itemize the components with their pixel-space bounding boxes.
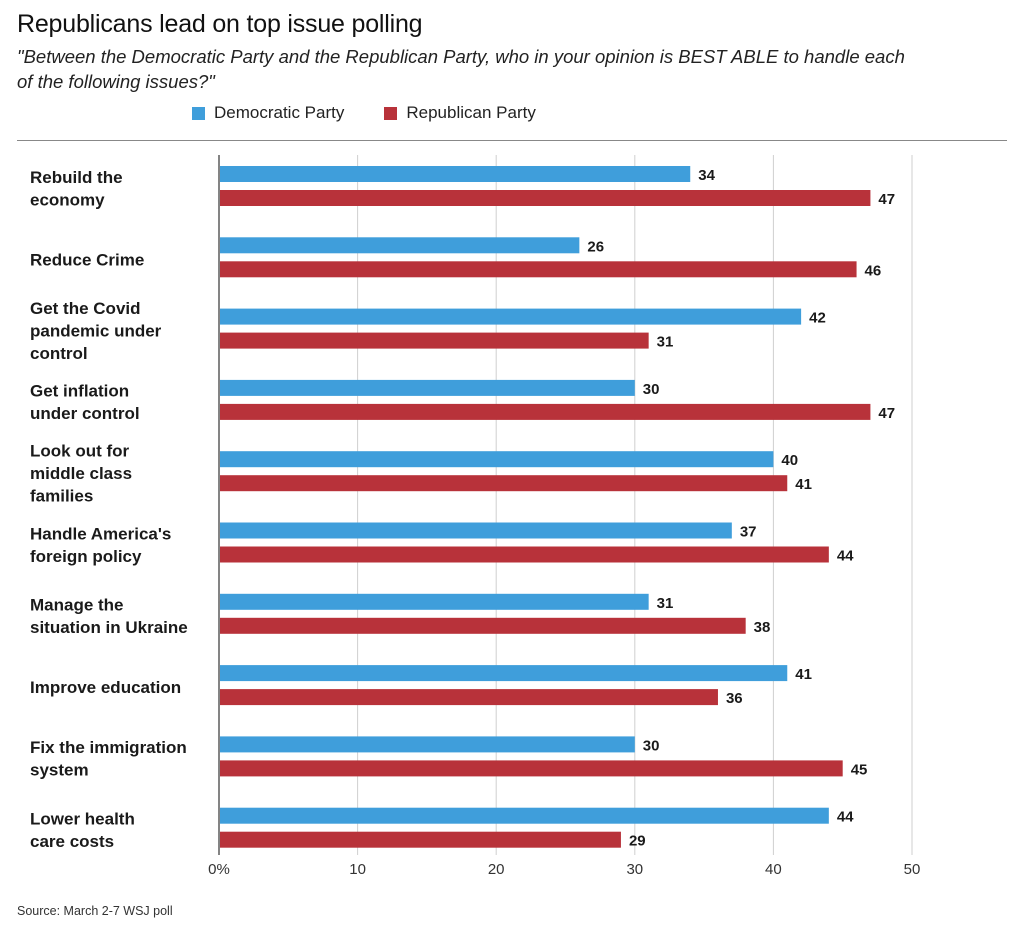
category-label-line: situation in Ukraine	[30, 618, 188, 637]
legend-swatch-democratic	[192, 106, 205, 120]
chart-top-rule	[17, 140, 1007, 141]
bar-democratic	[220, 166, 691, 182]
category-label-line: control	[30, 344, 88, 363]
bar-democratic	[220, 451, 774, 468]
x-tick-label: 30	[626, 861, 643, 878]
category-label-line: system	[30, 761, 89, 780]
data-label-democratic: 30	[643, 737, 660, 754]
legend-label-democratic: Democratic Party	[214, 103, 345, 122]
data-label-democratic: 30	[643, 381, 660, 398]
category-label-line: Reduce Crime	[30, 250, 144, 269]
bar-republican	[220, 689, 718, 706]
data-label-democratic: 41	[795, 666, 812, 683]
bar-democratic	[220, 807, 829, 824]
x-tick-label: 0%	[208, 861, 230, 878]
category-label-line: middle class	[30, 464, 132, 483]
bar-democratic	[220, 308, 802, 325]
category-label-line: Look out for	[30, 442, 130, 461]
category-label-line: Get the Covid	[30, 299, 141, 318]
data-label-republican: 41	[795, 476, 812, 493]
category-label-line: Improve education	[30, 678, 181, 697]
bar-republican	[220, 403, 871, 420]
source-note: Source: March 2-7 WSJ poll	[17, 904, 173, 918]
category-label: Improve education	[30, 678, 181, 697]
category-label-line: families	[30, 487, 93, 506]
bar-republican	[220, 261, 857, 278]
category-label-line: Manage the	[30, 596, 124, 615]
data-label-republican: 47	[878, 191, 895, 208]
category-label-line: Lower health	[30, 809, 135, 828]
category-label-line: pandemic under	[30, 322, 162, 341]
category-label-line: economy	[30, 190, 105, 209]
category-label: Manage the situation in Ukraine	[30, 596, 188, 638]
x-tick-label: 10	[349, 861, 366, 878]
category-label-line: Handle America's	[30, 524, 171, 543]
category-label: Look out for middle class families	[30, 442, 132, 506]
category-label-line: Rebuild the	[30, 168, 123, 187]
category-label: Lower health care costs	[30, 809, 135, 851]
category-label: Reduce Crime	[30, 250, 144, 269]
category-label-line: under control	[30, 404, 140, 423]
category-label-line: care costs	[30, 832, 114, 851]
data-label-democratic: 40	[781, 452, 798, 469]
data-label-democratic: 26	[587, 238, 604, 255]
data-label-republican: 45	[851, 761, 868, 778]
data-label-republican: 29	[629, 833, 646, 850]
data-label-democratic: 44	[837, 809, 854, 826]
bar-republican	[220, 760, 843, 777]
legend-item-democratic: Democratic Party	[192, 103, 344, 123]
category-label: Handle America's foreign policy	[30, 524, 171, 566]
data-label-democratic: 34	[698, 167, 715, 184]
bar-republican	[220, 831, 621, 848]
bar-democratic	[220, 665, 788, 682]
data-label-democratic: 37	[740, 524, 757, 541]
bar-democratic	[220, 593, 649, 610]
x-tick-label: 20	[488, 861, 505, 878]
category-label-line: foreign policy	[30, 547, 142, 566]
chart-title: Republicans lead on top issue polling	[17, 10, 423, 38]
bar-democratic	[220, 522, 732, 539]
bar-republican	[220, 475, 788, 492]
legend-swatch-republican	[384, 106, 398, 120]
legend-label-republican: Republican Party	[406, 103, 536, 122]
category-label-line: Fix the immigration	[30, 738, 187, 757]
category-label: Rebuild the economy	[30, 168, 123, 210]
chart-subtitle: "Between the Democratic Party and the Re…	[17, 46, 905, 92]
data-label-republican: 44	[837, 548, 854, 565]
legend-item-republican: Republican Party	[384, 103, 536, 123]
data-label-republican: 47	[878, 405, 895, 422]
bar-democratic	[220, 237, 580, 254]
data-label-republican: 31	[657, 334, 674, 351]
data-label-democratic: 42	[809, 310, 826, 327]
data-label-democratic: 31	[657, 595, 674, 612]
bar-republican	[220, 617, 746, 634]
data-label-republican: 46	[865, 262, 882, 279]
bar-republican	[220, 546, 829, 563]
legend: Democratic Party Republican Party	[192, 103, 576, 123]
x-tick-label: 40	[765, 861, 782, 878]
bar-republican	[220, 190, 871, 206]
category-label-line: Get inflation	[30, 382, 129, 401]
bar-democratic	[220, 736, 635, 753]
category-label: Get inflation under control	[30, 382, 140, 424]
x-tick-label: 50	[904, 861, 921, 878]
bar-democratic	[220, 379, 635, 396]
data-label-republican: 38	[754, 619, 771, 636]
category-label: Get the Covid pandemic under control	[30, 299, 162, 363]
category-label: Fix the immigration system	[30, 738, 187, 780]
data-label-republican: 36	[726, 690, 743, 707]
bar-republican	[220, 332, 649, 349]
